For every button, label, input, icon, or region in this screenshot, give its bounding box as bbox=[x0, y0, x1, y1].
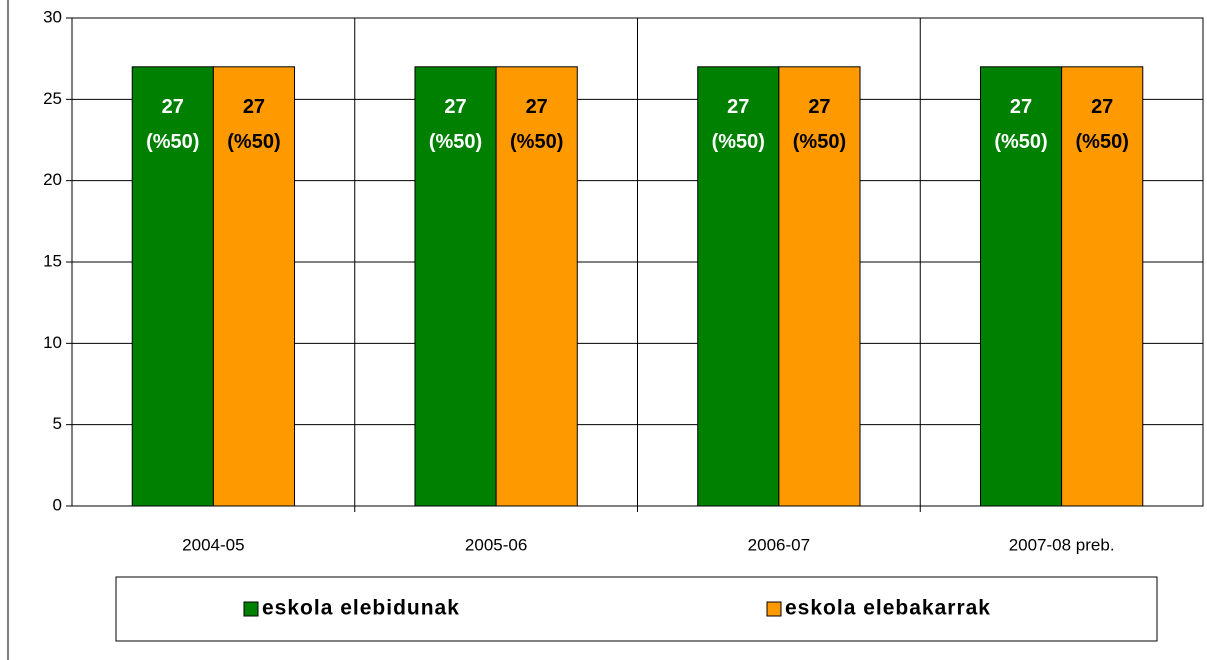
value-label: 27 (%50) bbox=[1076, 96, 1129, 153]
bar bbox=[979, 66, 1063, 507]
bar bbox=[778, 66, 861, 507]
y-tick-label: 5 bbox=[53, 414, 62, 433]
legend-label: eskola elebidunak bbox=[262, 597, 460, 620]
value-label: 27 (%50) bbox=[793, 96, 846, 153]
bar bbox=[495, 66, 578, 507]
x-tick-label: 2005-06 bbox=[465, 535, 527, 554]
y-tick-label: 20 bbox=[43, 170, 62, 189]
value-label: 27 (%50) bbox=[146, 96, 199, 153]
legend-swatch bbox=[766, 601, 782, 617]
value-label: 27 (%50) bbox=[227, 96, 280, 153]
y-tick-label: 15 bbox=[43, 251, 62, 270]
bar bbox=[697, 66, 780, 507]
value-label: 27 (%50) bbox=[712, 96, 765, 153]
value-label: 27 (%50) bbox=[994, 96, 1047, 153]
y-tick-label: 25 bbox=[43, 89, 62, 108]
plot-border bbox=[71, 17, 1204, 507]
bar bbox=[414, 66, 497, 507]
y-tick-label: 10 bbox=[43, 333, 62, 352]
y-tick-label: 30 bbox=[43, 7, 62, 26]
bar bbox=[1061, 66, 1144, 507]
value-label: 27 (%50) bbox=[510, 96, 563, 153]
legend-swatch bbox=[243, 601, 259, 617]
bar bbox=[212, 66, 296, 507]
legend-box bbox=[115, 576, 1158, 642]
value-label: 27 (%50) bbox=[429, 96, 482, 153]
y-tick-label: 0 bbox=[53, 495, 62, 514]
x-tick-label: 2006-07 bbox=[748, 535, 810, 554]
x-tick-label: 2004-05 bbox=[182, 535, 244, 554]
bar bbox=[131, 66, 214, 507]
x-tick-label: 2007-08 preb. bbox=[1009, 535, 1115, 554]
legend-label: eskola elebakarrak bbox=[785, 597, 991, 620]
